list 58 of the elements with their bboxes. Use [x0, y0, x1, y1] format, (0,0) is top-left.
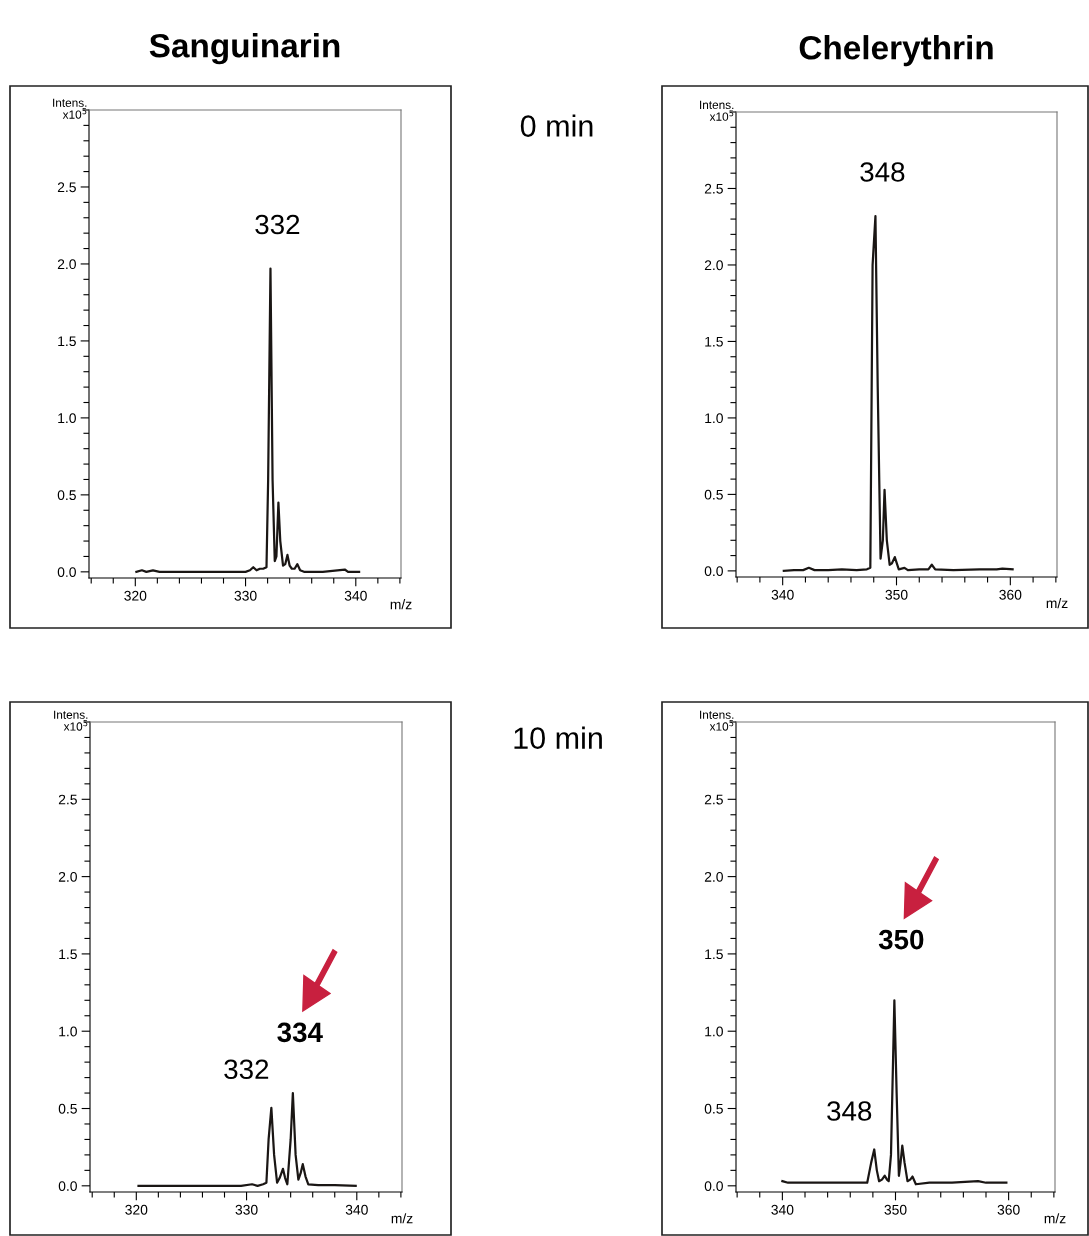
- x-tick-label: 340: [344, 590, 367, 601]
- y-tick-label: 1.5: [705, 336, 723, 347]
- text: 0 min: [520, 114, 593, 137]
- y-tick-label: 2.5: [58, 794, 77, 805]
- y-tick-label: 0.0: [58, 1181, 77, 1191]
- x-tick-label: 350: [884, 1204, 907, 1215]
- chart-title: Chelerythrin: [799, 35, 993, 67]
- annotation: 348: [860, 162, 905, 182]
- y-tick-label: 1.0: [705, 413, 723, 424]
- line-series: [135, 267, 361, 573]
- y-tick-label: 0.5: [58, 1103, 77, 1114]
- y-tick-label: 2.0: [704, 871, 723, 882]
- y-tick-label: 0.5: [57, 490, 76, 501]
- y-tick-label: 0.5: [704, 489, 723, 500]
- x-tick-label: 340: [771, 1204, 794, 1215]
- y-tick-label: 2.5: [704, 183, 723, 194]
- annotation: 348: [827, 1101, 872, 1121]
- y-tick-label: 1.5: [59, 949, 77, 960]
- y-tick-label: 0.0: [57, 567, 76, 578]
- x-axis-title: m/z: [1044, 1213, 1066, 1224]
- y-axis-title: Intens. x10$^{5}$: [700, 710, 734, 731]
- x-tick-label: 330: [235, 1204, 258, 1215]
- x-tick-label: 360: [997, 1204, 1020, 1215]
- y-tick-label: 1.5: [705, 949, 723, 960]
- line-series: [137, 1091, 357, 1187]
- line-series: [782, 214, 1014, 572]
- y-axis-title: Intens. x10$^{5}$: [700, 100, 734, 121]
- chart-title: Sanguinarin: [149, 33, 340, 65]
- y-tick-label: 1.0: [705, 1026, 723, 1037]
- y-tick-label: 0.0: [704, 566, 723, 577]
- line-series: [781, 999, 1008, 1186]
- y-tick-label: 2.0: [58, 871, 77, 882]
- annotation: 332: [255, 214, 300, 235]
- annotation: 350: [878, 929, 924, 950]
- x-axis-title: m/z: [391, 1213, 413, 1224]
- y-tick-label: 1.0: [58, 413, 76, 424]
- y-tick-label: 1.0: [59, 1026, 77, 1037]
- annotation: 332: [224, 1059, 269, 1080]
- y-axis-title: Intens. x10$^{5}$: [54, 710, 88, 731]
- x-tick-label: 340: [771, 589, 794, 600]
- x-axis-title: m/z: [390, 599, 412, 610]
- y-tick-label: 1.5: [58, 336, 76, 347]
- x-tick-label: 330: [234, 590, 257, 601]
- x-axis-title: m/z: [1046, 597, 1068, 609]
- y-tick-label: 0.5: [704, 1103, 723, 1114]
- y-tick-label: 2.0: [57, 259, 76, 270]
- y-tick-label: 2.5: [57, 182, 76, 193]
- x-tick-label: 320: [124, 590, 147, 601]
- annotation: 334: [277, 1022, 323, 1043]
- x-tick-label: 360: [999, 589, 1022, 600]
- y-tick-label: 2.0: [704, 260, 723, 271]
- y-tick-label: 2.5: [704, 794, 723, 805]
- y-axis-title: Intens. x10$^{5}$: [53, 98, 87, 119]
- x-tick-label: 320: [125, 1204, 148, 1215]
- text: 10 min: [514, 726, 602, 749]
- y-tick-label: 0.0: [704, 1181, 723, 1191]
- x-tick-label: 340: [345, 1204, 368, 1215]
- x-tick-label: 350: [885, 589, 908, 600]
